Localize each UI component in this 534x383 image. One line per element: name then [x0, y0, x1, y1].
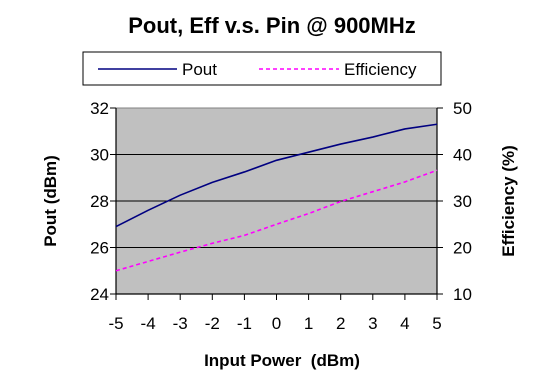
y-tick-label: 30 — [90, 146, 109, 165]
y-tick-label: 32 — [90, 99, 109, 118]
y-tick-label: 24 — [90, 285, 109, 304]
x-tick-labels: -5 -4 -3 -2 -1 0 1 2 3 4 5 — [108, 314, 441, 333]
legend-label-efficiency: Efficiency — [344, 60, 417, 79]
legend: Pout Efficiency — [82, 51, 442, 86]
chart-title: Pout, Eff v.s. Pin @ 900MHz — [128, 13, 416, 38]
x-tick-label: 3 — [368, 314, 377, 333]
x-tick-label: 1 — [304, 314, 313, 333]
x-tick-label: 2 — [336, 314, 345, 333]
y2-tick-label: 40 — [453, 146, 472, 165]
y-tick-label: 26 — [90, 239, 109, 258]
x-tick-label: 0 — [272, 314, 281, 333]
y2-tick-label: 10 — [453, 285, 472, 304]
series-line-efficiency — [115, 169, 438, 272]
y2-tick-label: 20 — [453, 239, 472, 258]
y2-tick-label: 30 — [453, 192, 472, 211]
x-tick-label: -2 — [205, 314, 220, 333]
x-tick-label: -3 — [173, 314, 188, 333]
x-axis-title: Input Power (dBm) — [204, 351, 360, 370]
y2-tick-labels: 10 20 30 40 50 — [453, 99, 472, 304]
tick-marks — [110, 107, 443, 300]
legend-label-pout: Pout — [182, 60, 217, 79]
series-lines — [115, 123, 438, 272]
y-axis-title: Pout (dBm) — [41, 155, 60, 247]
y2-tick-label: 50 — [453, 99, 472, 118]
y-tick-label: 28 — [90, 192, 109, 211]
x-tick-label: -5 — [108, 314, 123, 333]
y2-axis-title: Efficiency (%) — [499, 145, 518, 256]
x-tick-label: 4 — [400, 314, 409, 333]
series-line-pout — [115, 123, 438, 228]
y-tick-labels: 24 26 28 30 32 — [90, 99, 109, 304]
x-tick-label: -4 — [141, 314, 156, 333]
x-tick-label: -1 — [237, 314, 252, 333]
x-tick-label: 5 — [432, 314, 441, 333]
